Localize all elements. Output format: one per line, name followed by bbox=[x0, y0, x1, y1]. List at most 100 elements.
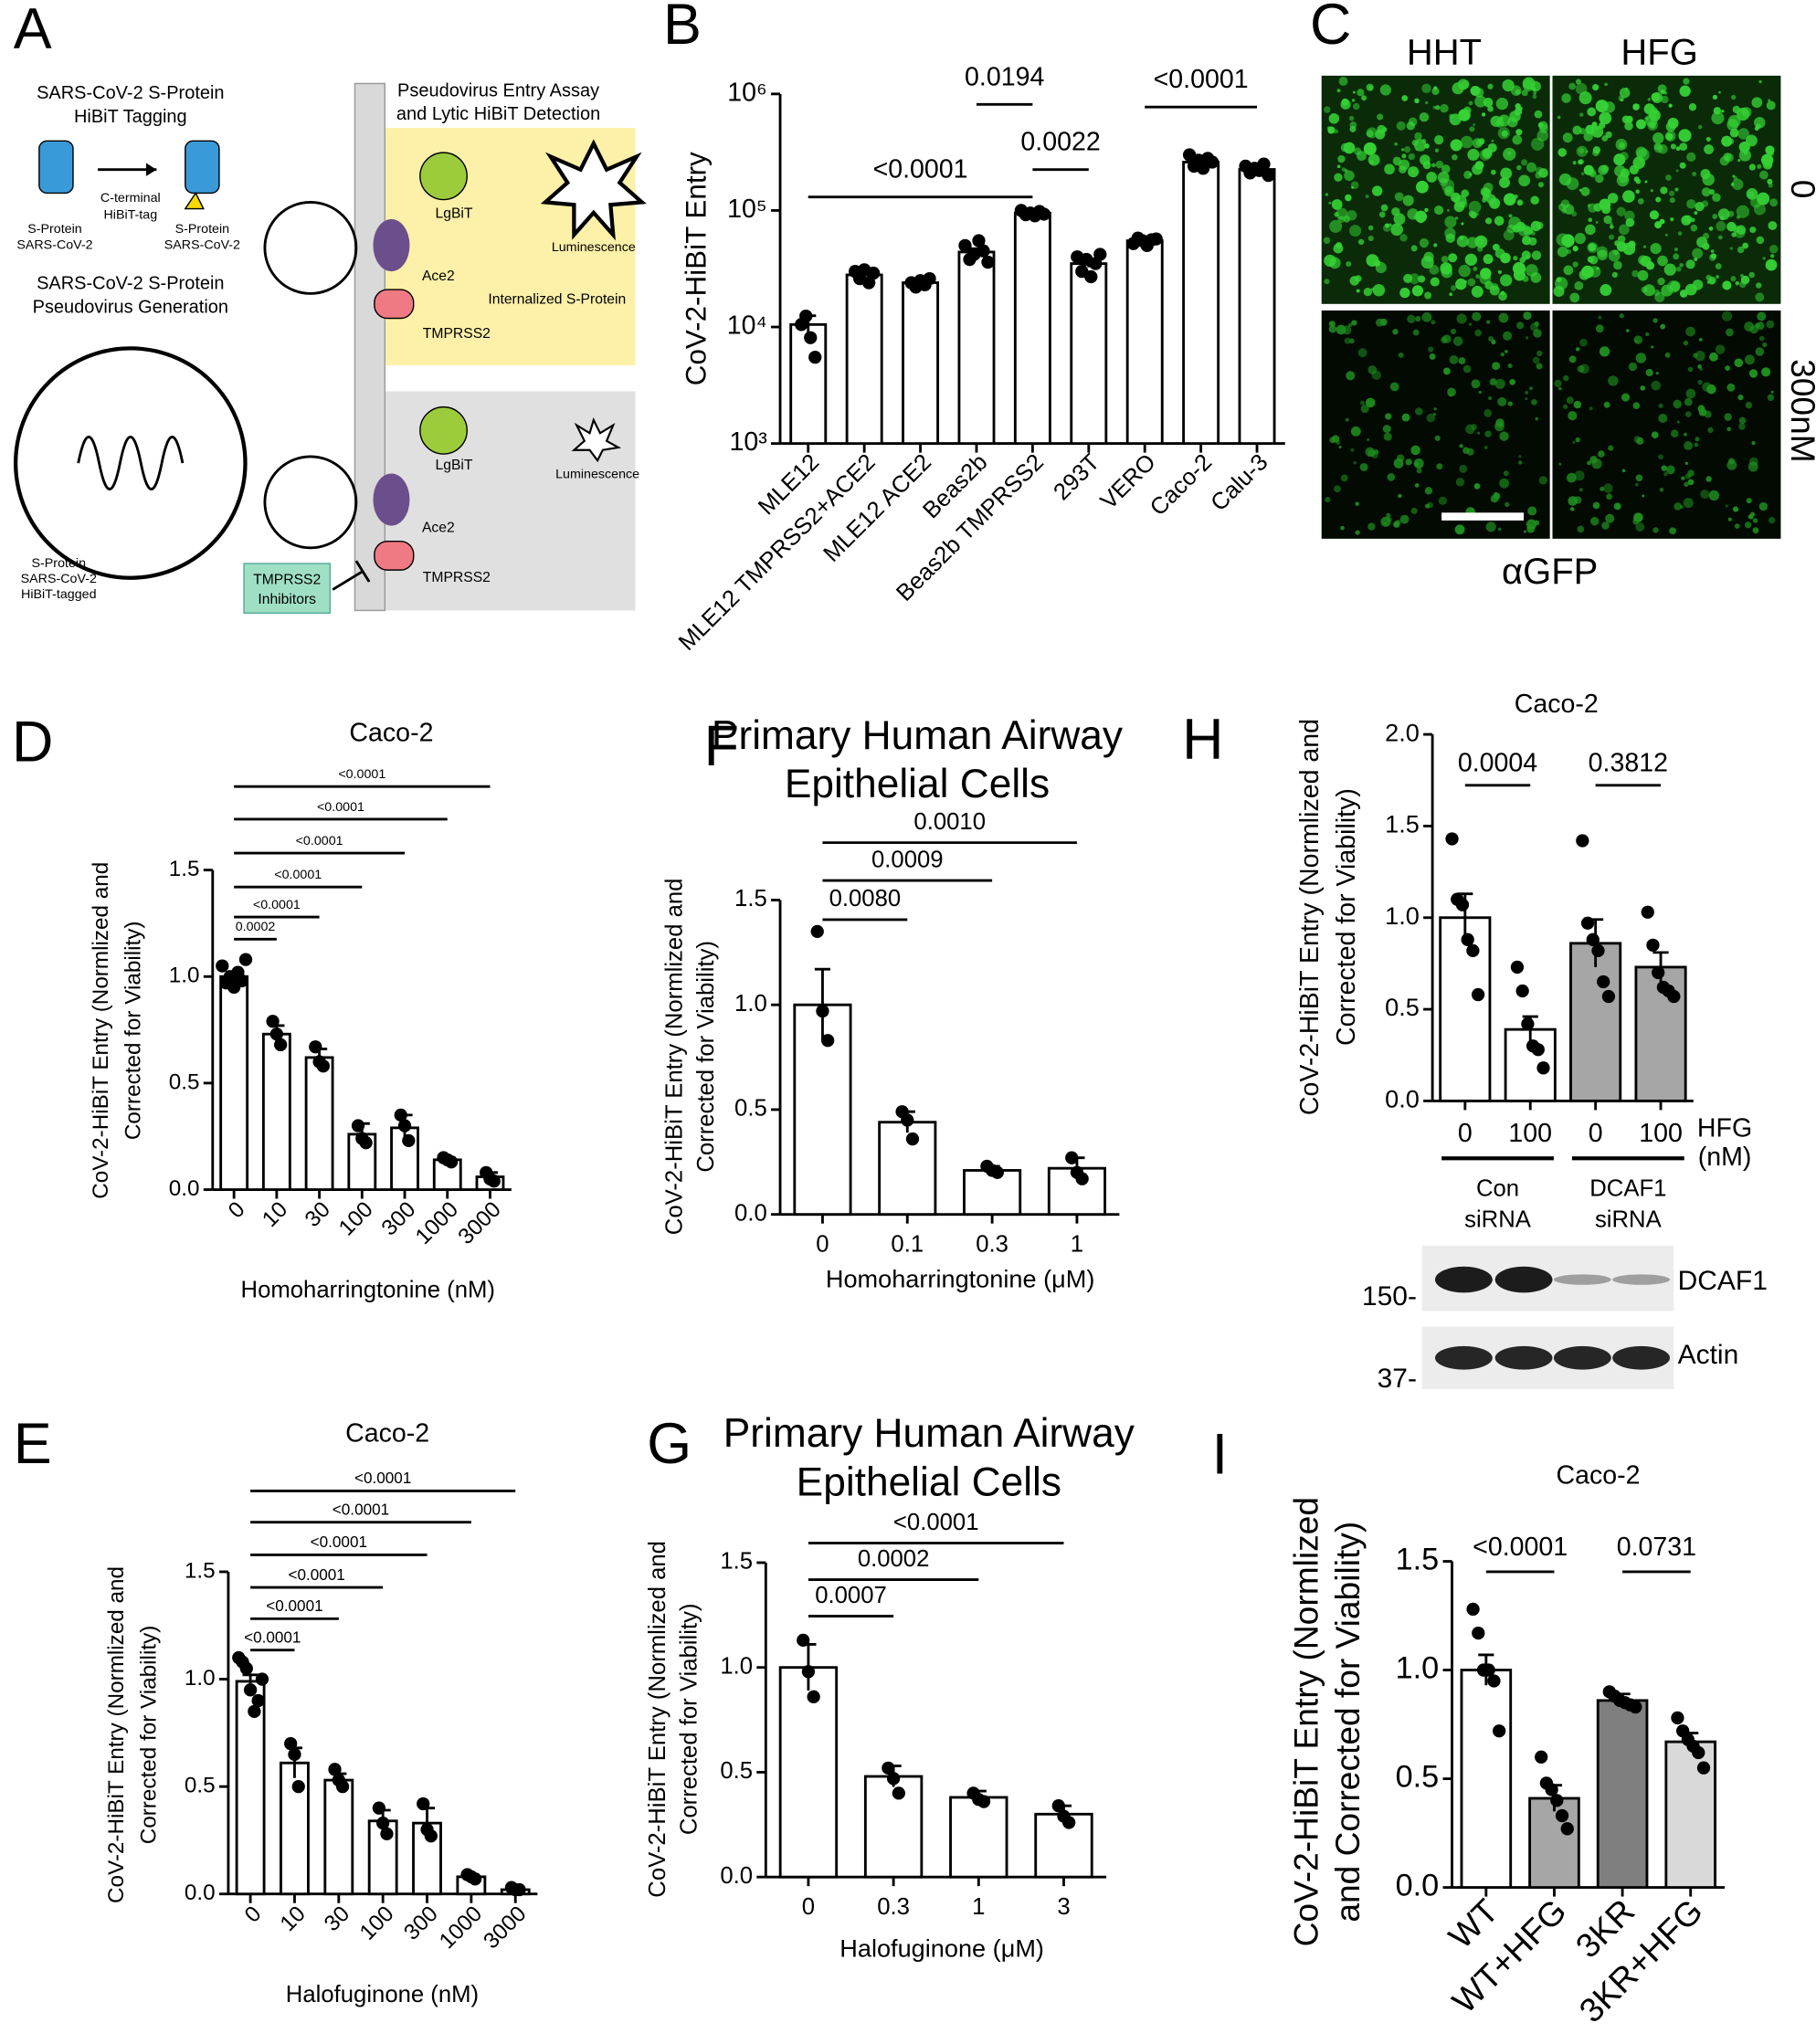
bar bbox=[778, 1666, 839, 1879]
cell-signal bbox=[1589, 516, 1600, 526]
cell-signal bbox=[1572, 246, 1578, 252]
cell-signal bbox=[1652, 132, 1664, 144]
scale-bar-placeholder bbox=[1441, 512, 1525, 521]
cell-signal bbox=[1380, 516, 1391, 527]
cell-signal bbox=[1589, 255, 1599, 265]
cell-signal bbox=[1470, 85, 1481, 96]
data-point bbox=[512, 1882, 526, 1897]
cell-signal bbox=[1683, 498, 1694, 509]
cell-signal bbox=[1678, 129, 1692, 142]
cell-signal bbox=[1692, 171, 1697, 177]
cell-signal bbox=[1336, 439, 1341, 446]
cell-signal bbox=[1577, 525, 1585, 533]
cell-signal bbox=[1749, 227, 1757, 234]
cell-signal bbox=[1441, 255, 1449, 263]
cell-signal bbox=[1371, 185, 1383, 196]
cell-signal bbox=[1712, 94, 1718, 100]
data-point bbox=[1550, 1794, 1564, 1807]
cell-signal bbox=[1666, 465, 1675, 475]
cell-signal bbox=[1573, 496, 1582, 504]
cell-signal bbox=[1458, 264, 1471, 278]
x-tick-label: 0 bbox=[240, 1902, 267, 1928]
cell-signal bbox=[1600, 284, 1612, 296]
bar bbox=[304, 1056, 334, 1191]
y-tick-label: 1.5 bbox=[720, 1549, 753, 1575]
x-tick-label: 0.3 bbox=[976, 1232, 1008, 1258]
cell-signal bbox=[1444, 227, 1456, 239]
cell-signal bbox=[1701, 200, 1709, 207]
cell-signal bbox=[1529, 386, 1533, 391]
cell-signal bbox=[1459, 444, 1463, 448]
cell-signal bbox=[1344, 337, 1351, 344]
cell-signal bbox=[1456, 313, 1467, 324]
cell-signal bbox=[1421, 311, 1432, 322]
cell-signal bbox=[1574, 232, 1586, 245]
cell-signal bbox=[1531, 398, 1537, 406]
cell-signal bbox=[1708, 279, 1715, 285]
cell-signal bbox=[1587, 242, 1599, 254]
cell-signal bbox=[1620, 98, 1624, 102]
y-tick-label: 1.0 bbox=[1396, 1651, 1440, 1686]
data-point bbox=[1545, 1783, 1558, 1796]
x-tick-label: 100 bbox=[1639, 1119, 1683, 1148]
cell-signal bbox=[1534, 110, 1543, 119]
cell-signal bbox=[1651, 345, 1654, 349]
row-label: 0 bbox=[1784, 180, 1816, 199]
cell-signal bbox=[1661, 465, 1668, 471]
data-point bbox=[1531, 1043, 1545, 1057]
data-point bbox=[972, 234, 986, 248]
cell-signal bbox=[1505, 350, 1508, 353]
cell-signal bbox=[1580, 172, 1585, 176]
panel-letter: D bbox=[12, 711, 53, 774]
cell-signal bbox=[1536, 350, 1543, 357]
blot-protein-label: DCAF1 bbox=[1678, 1266, 1768, 1296]
x-tick-label: 1000 bbox=[435, 1902, 487, 1954]
cell-signal bbox=[1392, 156, 1402, 166]
cell-signal bbox=[1565, 242, 1571, 248]
cell-signal bbox=[1738, 416, 1747, 425]
cell-signal bbox=[1570, 507, 1575, 511]
cell-signal bbox=[1659, 487, 1664, 492]
data-point bbox=[1461, 932, 1474, 946]
cell-signal bbox=[1425, 100, 1429, 105]
cell-signal bbox=[1410, 507, 1418, 514]
blot-band bbox=[1494, 1345, 1553, 1370]
cell-signal bbox=[1687, 479, 1695, 486]
cell-signal bbox=[1452, 82, 1464, 95]
cell-signal bbox=[1690, 224, 1698, 232]
cell-signal bbox=[1401, 413, 1410, 422]
cell-signal bbox=[1716, 220, 1726, 232]
cell-signal bbox=[1717, 235, 1723, 240]
cell-signal bbox=[1619, 87, 1631, 99]
cell-signal bbox=[1353, 460, 1357, 465]
data-point bbox=[251, 1693, 265, 1708]
cell-signal bbox=[1363, 142, 1377, 155]
cell-signal bbox=[1650, 189, 1653, 193]
cell-signal bbox=[1355, 501, 1359, 506]
cell-signal bbox=[1434, 435, 1441, 441]
cell-signal bbox=[1566, 396, 1574, 405]
cell-signal bbox=[1346, 260, 1352, 267]
cell-signal bbox=[1608, 445, 1614, 451]
cell-signal bbox=[1665, 174, 1672, 181]
data-point bbox=[799, 309, 813, 323]
cell-signal bbox=[1431, 87, 1440, 96]
p-value-label: 0.0731 bbox=[1617, 1533, 1696, 1562]
cell-signal bbox=[1532, 356, 1540, 364]
cell-signal bbox=[1424, 207, 1429, 213]
cell-signal bbox=[1415, 148, 1419, 152]
cell-signal bbox=[1525, 396, 1528, 401]
cell-signal bbox=[1671, 429, 1679, 437]
cell-signal bbox=[1658, 403, 1663, 408]
diagram-label: HiBiT-tagged bbox=[21, 587, 97, 602]
cell-signal bbox=[1686, 199, 1696, 209]
cell-signal bbox=[1393, 521, 1400, 528]
y-tick-label: 1.0 bbox=[169, 964, 200, 988]
data-point bbox=[797, 1633, 810, 1648]
data-point bbox=[1257, 157, 1271, 171]
cell-signal bbox=[1694, 211, 1698, 216]
cell-signal bbox=[1507, 363, 1513, 369]
cell-signal bbox=[1328, 257, 1341, 269]
data-point bbox=[1445, 832, 1459, 846]
